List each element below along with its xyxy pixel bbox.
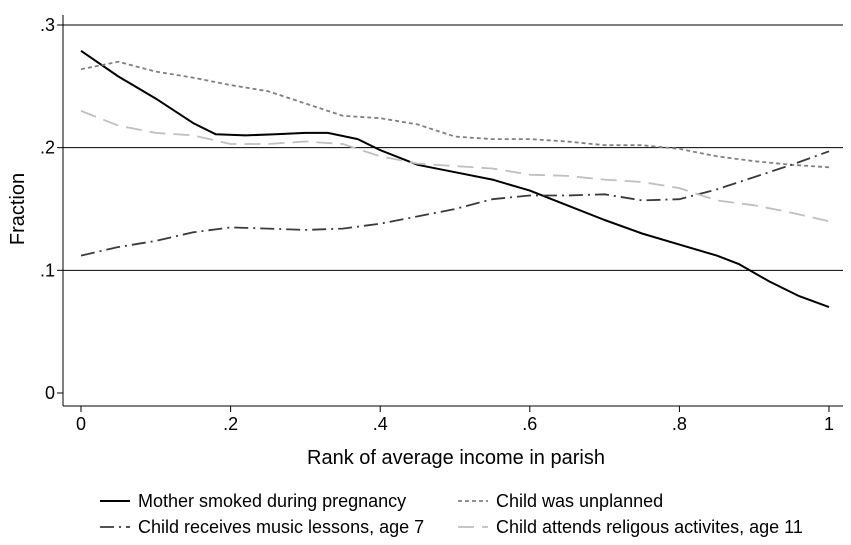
x-tick-label: 0	[76, 414, 86, 434]
legend-label: Child receives music lessons, age 7	[138, 517, 424, 537]
legend-label: Child attends religous activites, age 11	[496, 517, 803, 537]
y-tick-label: 0	[45, 383, 55, 403]
legend-label: Child was unplanned	[496, 491, 663, 511]
plot-area: 0 .1 .2 .3 0 .2 .4 .6 .8 1	[40, 15, 843, 434]
x-tick-label: .6	[522, 414, 537, 434]
legend: Mother smoked during pregnancy Child was …	[100, 491, 803, 537]
y-ticks: 0 .1 .2 .3	[40, 15, 63, 403]
series-line	[80, 49, 830, 309]
legend-label: Mother smoked during pregnancy	[138, 491, 406, 511]
x-axis-label: Rank of average income in parish	[307, 447, 605, 469]
series-lines	[80, 49, 830, 309]
y-tick-label: .2	[40, 138, 55, 158]
x-tick-label: .2	[223, 414, 238, 434]
y-axis-label: Fraction	[7, 173, 29, 245]
series-line	[80, 60, 830, 169]
series-line	[80, 110, 830, 223]
x-tick-label: .4	[373, 414, 388, 434]
series-line	[80, 150, 830, 257]
gridlines	[63, 24, 843, 271]
x-tick-label: 1	[824, 414, 834, 434]
y-tick-label: .1	[40, 260, 55, 280]
y-tick-label: .3	[40, 15, 55, 35]
x-ticks: 0 .2 .4 .6 .8 1	[76, 406, 834, 434]
x-tick-label: .8	[672, 414, 687, 434]
